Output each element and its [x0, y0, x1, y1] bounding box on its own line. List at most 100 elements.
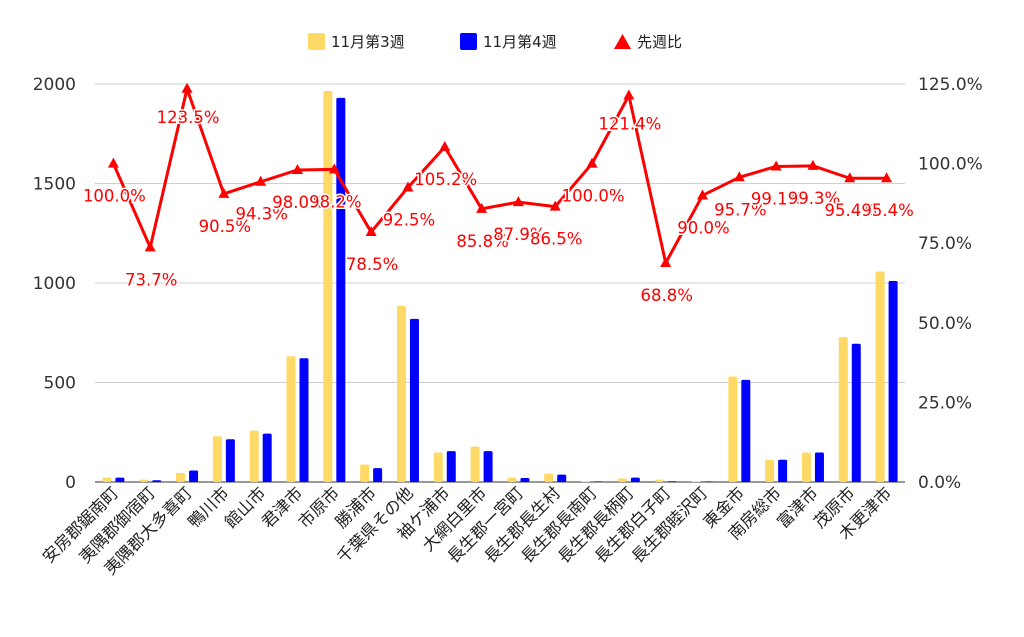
- y-axis-right: 0.0% 25.0% 50.0% 75.0% 100.0% 125.0%: [918, 75, 983, 493]
- ratio-data-label: 78.5%: [346, 255, 398, 274]
- ratio-point: [844, 172, 856, 183]
- ratio-point: [770, 160, 782, 171]
- ratio-point: [255, 175, 267, 186]
- ratio-point: [807, 159, 819, 170]
- bar-week3: [581, 481, 591, 482]
- bar-week3: [139, 479, 149, 482]
- bar-week4: [594, 481, 604, 482]
- y-right-tick-label: 25.0%: [918, 393, 972, 413]
- legend-swatch-0: [308, 33, 325, 50]
- ratio-data-label: 86.5%: [530, 230, 582, 249]
- bar-week3: [544, 473, 554, 482]
- ratio-data-label: 94.3%: [235, 205, 287, 224]
- bar-week3: [875, 271, 885, 482]
- x-tick-label: 君津市: [258, 483, 306, 531]
- y-left-tick-label: 500: [44, 374, 76, 394]
- ratio-data-label: 95.7%: [714, 200, 766, 219]
- bar-week3: [212, 436, 222, 482]
- ratio-data-labels: 100.0% 73.7% 123.5% 90.5%94.3%98.0%98.2% 78.…: [81, 106, 915, 306]
- legend-marker-2: [614, 34, 631, 49]
- x-tick-label: 富津市: [773, 483, 821, 531]
- bar-week4: [630, 477, 640, 482]
- ratio-data-label: 90.0%: [677, 218, 729, 237]
- bar-week4: [851, 343, 861, 482]
- ratio-point: [144, 241, 156, 252]
- ratio-data-label: 90.5%: [199, 217, 251, 236]
- ratio-point: [549, 200, 561, 211]
- ratio-point: [660, 256, 672, 267]
- bar-week3: [470, 446, 480, 482]
- ratio-line-layer: [107, 82, 893, 267]
- ratio-data-label: 68.8%: [640, 286, 692, 305]
- ratio-point: [586, 157, 598, 168]
- ratio-data-label: 100.0%: [562, 187, 625, 206]
- bar-week4: [225, 439, 235, 482]
- ratio-data-label: 99.1%: [751, 189, 803, 208]
- bar-week4: [299, 358, 309, 482]
- ratio-point: [402, 181, 414, 192]
- bar-week4: [741, 379, 751, 482]
- x-tick-label: 鴨川市: [184, 483, 232, 531]
- bar-week4: [814, 452, 824, 482]
- bar-week4: [373, 468, 383, 482]
- ratio-point: [439, 141, 451, 152]
- bar-week3: [102, 477, 112, 482]
- bar-week3: [654, 479, 664, 482]
- bar-week3: [728, 376, 738, 482]
- ratio-data-label: 85.8%: [456, 232, 508, 251]
- bar-week3: [433, 452, 443, 482]
- y-left-tick-label: 1500: [33, 175, 76, 195]
- bar-week4: [704, 481, 714, 482]
- bar-week3: [396, 305, 406, 482]
- bar-week3: [249, 430, 259, 482]
- bar-week3: [765, 459, 775, 482]
- ratio-point: [365, 226, 377, 237]
- ratio-point: [107, 157, 119, 168]
- bar-week4: [446, 451, 456, 482]
- bar-week3: [286, 356, 296, 482]
- y-right-tick-label: 50.0%: [918, 314, 972, 334]
- bar-week3: [507, 477, 517, 482]
- bar-week3: [617, 478, 627, 482]
- y-right-tick-label: 100.0%: [918, 155, 983, 175]
- bar-week3: [691, 481, 701, 482]
- ratio-data-label: 105.2%: [414, 170, 477, 189]
- bar-week4: [336, 97, 346, 483]
- ratio-point: [733, 171, 745, 182]
- ratio-point: [512, 196, 524, 207]
- legend-label-1: 11月第4週: [483, 33, 557, 51]
- ratio-data-label: 123.5%: [157, 108, 220, 127]
- ratio-line: [112, 87, 887, 265]
- ratio-data-label: 98.2%: [309, 192, 361, 211]
- legend-label-0: 11月第3週: [331, 33, 405, 51]
- gridlines: [95, 83, 905, 483]
- bar-week4: [152, 480, 162, 482]
- ratio-data-label: 121.4%: [598, 114, 661, 133]
- bar-week4: [778, 459, 788, 482]
- ratio-data-label: 95.4%: [861, 201, 913, 220]
- ratio-point: [623, 89, 635, 100]
- ratio-point: [181, 82, 193, 93]
- ratio-point: [881, 172, 893, 183]
- ratio-data-label: 87.9%: [493, 225, 545, 244]
- ratio-point: [328, 163, 340, 174]
- bar-week3: [801, 452, 811, 482]
- ratio-point: [697, 189, 708, 200]
- bar-week4: [557, 474, 567, 482]
- legend-swatch-1: [460, 33, 477, 50]
- y-right-tick-label: 75.0%: [918, 234, 972, 254]
- x-tick-label: 市原市: [295, 483, 343, 531]
- bar-week3: [323, 90, 333, 482]
- bar-week4: [189, 470, 199, 482]
- bar-week3: [176, 473, 186, 482]
- ratio-data-label: 100.0%: [83, 187, 146, 206]
- bar-week4: [520, 478, 530, 482]
- bar-week3: [360, 464, 370, 482]
- ratio-point: [218, 187, 230, 198]
- ratio-point: [292, 163, 303, 174]
- bar-week4: [409, 318, 419, 482]
- bar-week4: [667, 481, 677, 482]
- ratio-data-label: 98.0%: [272, 193, 324, 212]
